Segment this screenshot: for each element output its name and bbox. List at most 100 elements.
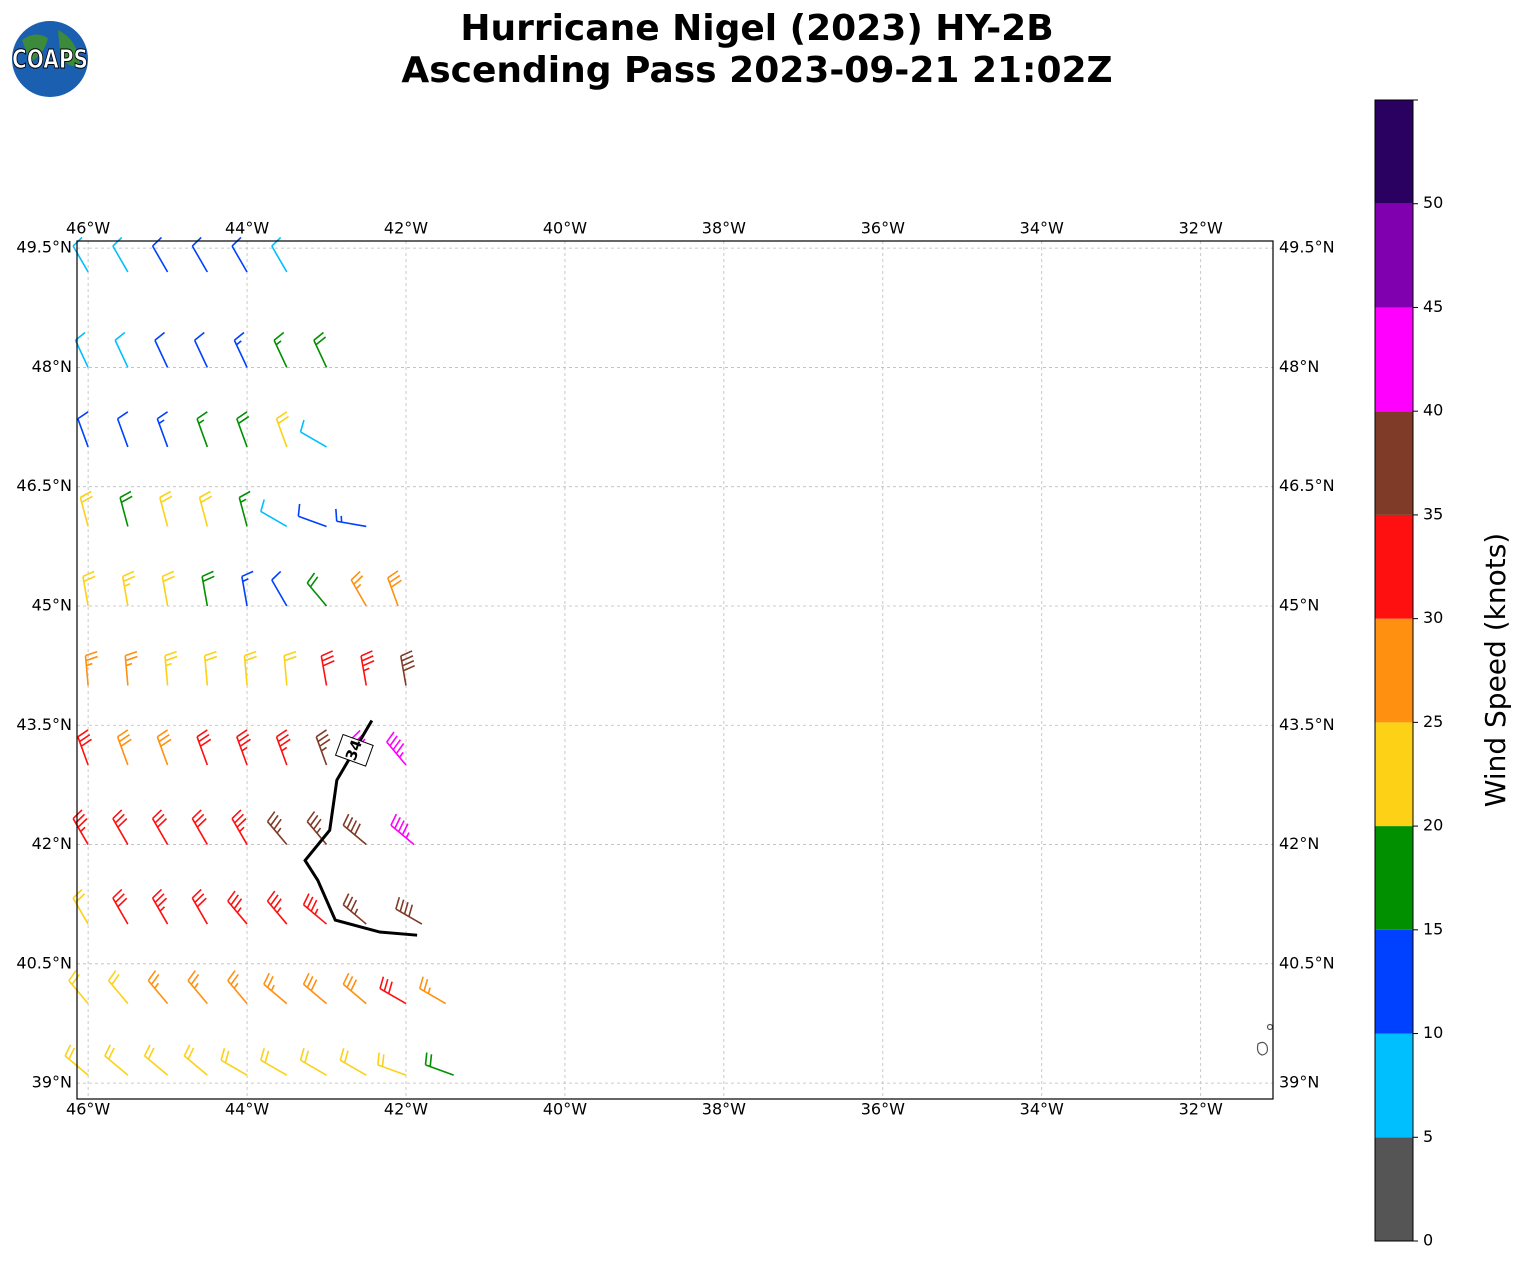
colorbar-tick-label: 30: [1423, 608, 1443, 627]
island: [1256, 1041, 1269, 1056]
wind-barb: [112, 888, 129, 925]
wind-barb: [143, 1044, 169, 1076]
wind-barb: [360, 650, 375, 686]
colorbar-tick-label: 5: [1423, 1127, 1433, 1146]
wind-barb: [196, 729, 212, 766]
y-tick-label: 45°N: [1279, 595, 1319, 614]
wind-barb: [156, 729, 172, 766]
colorbar-segment: [1375, 100, 1413, 204]
wind-barb: [112, 809, 129, 845]
wind-barb: [266, 890, 288, 925]
wind-barb: [241, 570, 254, 607]
colorbar-frame: [1374, 99, 1414, 1242]
wind-barb: [339, 1048, 367, 1076]
colorbar-segment: [1375, 722, 1413, 827]
wind-barb: [379, 976, 407, 1005]
wind-barb: [418, 976, 447, 1005]
wind-barb: [72, 888, 89, 925]
y-tick-label: 46.5°N: [1279, 476, 1335, 495]
wind-barb: [335, 508, 367, 528]
contour-label-box: [334, 733, 374, 767]
colorbar-segment: [1375, 307, 1413, 412]
colorbar-tick-label: 25: [1423, 712, 1443, 731]
x-tick-label: 42°W: [384, 1100, 428, 1119]
wind-barb: [342, 972, 367, 1005]
wind-barb: [266, 811, 288, 846]
y-tick-label: 49.5°N: [16, 238, 72, 257]
wind-barb: [151, 236, 169, 273]
wind-barb: [231, 236, 248, 273]
wind-barb: [198, 490, 213, 527]
wind-barb: [306, 572, 328, 607]
y-tick-label: 45°N: [32, 595, 72, 614]
x-tick-label: 38°W: [702, 1100, 746, 1119]
wind-barb: [236, 729, 251, 766]
colorbar-segment: [1375, 411, 1413, 515]
wind-barb: [77, 729, 92, 766]
wind-barb: [271, 570, 288, 607]
title: Hurricane Nigel (2023) HY-2B: [460, 8, 1053, 49]
wind-barb: [183, 1044, 208, 1076]
wind-barb: [273, 331, 288, 368]
wind-barb: [164, 650, 178, 686]
wind-barb: [191, 809, 209, 845]
x-tick-label: 42°W: [384, 219, 428, 238]
y-tick-label: 48°N: [32, 357, 72, 376]
colorbar-segment: [1375, 618, 1413, 723]
wind-barb: [82, 570, 96, 607]
y-tick-label: 43.5°N: [1279, 715, 1335, 734]
islands: [1256, 1023, 1274, 1056]
wind-barb: [154, 331, 169, 368]
y-tick-label: 40.5°N: [16, 953, 72, 972]
wind-barb: [156, 411, 169, 448]
wind-barb: [275, 729, 291, 766]
colorbar-tick-label: 50: [1423, 193, 1443, 212]
colorbar-tick-label: 15: [1423, 919, 1443, 938]
wind-barb: [72, 236, 89, 273]
x-tick-label: 36°W: [861, 1100, 905, 1119]
wind-barb: [313, 331, 328, 368]
wind-barb: [302, 972, 328, 1005]
colorbar-tick-label: 0: [1423, 1231, 1433, 1250]
y-tick-label: 40.5°N: [1279, 953, 1335, 972]
y-tick-label: 39°N: [32, 1073, 72, 1092]
wind-barb: [283, 650, 297, 686]
x-tick-label: 44°W: [225, 219, 269, 238]
wind-barb: [68, 970, 89, 1005]
wind-barb: [306, 811, 328, 846]
colorbar-segment: [1375, 929, 1413, 1034]
logo-land: [22, 30, 80, 67]
colorbar-segment: [1375, 1137, 1413, 1241]
barbs: 34: [64, 236, 454, 1076]
wind-barb: [72, 809, 89, 845]
x-tick-label: 32°W: [1179, 219, 1223, 238]
y-tick-label: 39°N: [1279, 1073, 1319, 1092]
wind-barb: [193, 331, 209, 368]
x-tick-label: 32°W: [1179, 1100, 1223, 1119]
x-tick-label: 46°W: [66, 219, 110, 238]
wind-barb: [203, 650, 218, 686]
y-tick-label: 42°N: [1279, 834, 1319, 853]
wind-barb: [107, 970, 129, 1005]
wind-barb: [236, 411, 250, 448]
colorbar-tick-label: 10: [1423, 1023, 1443, 1042]
wind-barb: [260, 1048, 288, 1076]
colorbar-tick-label: 40: [1423, 401, 1443, 420]
y-tick-label: 43.5°N: [16, 715, 72, 734]
colorbar: 0 5 10 15 20 25 30 35 40 45 50: [1374, 99, 1443, 1250]
wind-barb: [124, 650, 138, 686]
x-tick-label: 34°W: [1020, 1100, 1064, 1119]
wind-barb: [151, 809, 169, 845]
wind-barb: [302, 893, 328, 925]
wind-barb: [342, 813, 367, 846]
wind-barb: [220, 1048, 248, 1076]
wind-barb: [191, 888, 209, 925]
wind-barb: [147, 970, 169, 1005]
wind-barb: [320, 650, 335, 686]
map-frame: [76, 240, 1274, 1100]
wind-barb: [114, 331, 129, 368]
x-tick-label: 34°W: [1020, 219, 1064, 238]
wind-barb: [263, 972, 288, 1005]
wind-barb: [395, 896, 423, 925]
wind-barb: [350, 570, 367, 607]
